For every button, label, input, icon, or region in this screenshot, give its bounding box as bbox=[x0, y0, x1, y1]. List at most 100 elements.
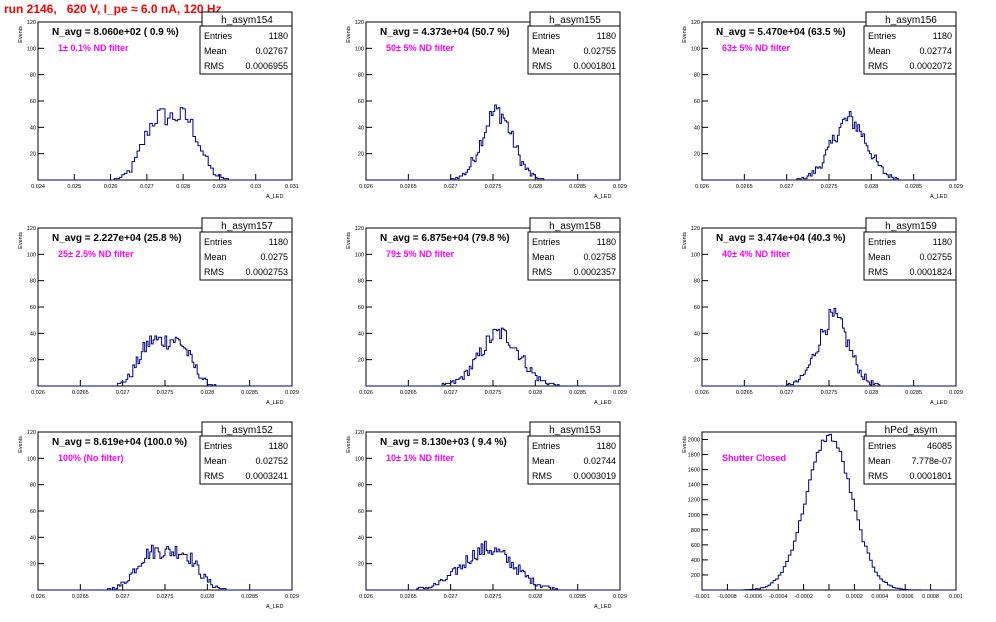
y-tick-label: 20 bbox=[358, 562, 364, 568]
n-avg-header: N_avg = 2.227e+04 (25.8 %) bbox=[52, 233, 182, 244]
filter-label: 63± 5% ND filter bbox=[722, 43, 790, 53]
histogram-bins bbox=[702, 433, 956, 591]
stats-value-rms: 0.0001801 bbox=[573, 61, 616, 71]
filter-label: 1± 0.1% ND filter bbox=[58, 43, 129, 53]
x-axis-title: A_LED bbox=[594, 194, 611, 200]
y-axis-title: Events bbox=[346, 26, 352, 43]
x-tick-label: 0.029 bbox=[613, 594, 627, 600]
stats-value-mean: 0.02744 bbox=[583, 456, 616, 466]
stats-label-rms: RMS bbox=[532, 61, 552, 71]
x-tick-label: 0.028 bbox=[200, 390, 214, 396]
stats-title: h_asym157 bbox=[221, 221, 273, 232]
stats-label-rms: RMS bbox=[532, 471, 552, 481]
y-tick-label: 100 bbox=[27, 46, 36, 52]
y-tick-label: 100 bbox=[691, 252, 700, 258]
stats-label-entries: Entries bbox=[204, 441, 233, 451]
x-tick-label: 0.028 bbox=[176, 184, 190, 190]
stats-box bbox=[199, 25, 293, 75]
histogram-bins bbox=[38, 544, 292, 591]
y-tick-label: 400 bbox=[691, 558, 700, 564]
stats-title: h_asym154 bbox=[221, 15, 273, 26]
x-tick-label: -0.0006 bbox=[743, 594, 762, 600]
x-tick-label: 0.027 bbox=[444, 594, 458, 600]
x-axis-title: A_LED bbox=[930, 194, 947, 200]
x-tick-label: 0.031 bbox=[285, 184, 299, 190]
x-tick-label: 0.029 bbox=[949, 390, 963, 396]
y-tick-label: 20 bbox=[30, 152, 36, 158]
stats-value-rms: 0.0003241 bbox=[245, 471, 288, 481]
stats-label-mean: Mean bbox=[204, 252, 227, 262]
y-tick-label: 120 bbox=[27, 20, 36, 26]
x-tick-label: 0.026 bbox=[359, 184, 373, 190]
y-tick-label: 100 bbox=[27, 456, 36, 462]
y-tick-label: 600 bbox=[691, 543, 700, 549]
stats-value-mean: 0.02752 bbox=[255, 456, 288, 466]
stats-value-entries: 1180 bbox=[269, 237, 288, 247]
y-tick-label: 200 bbox=[691, 573, 700, 579]
x-tick-label: 0.0285 bbox=[569, 390, 586, 396]
y-axis-title: Events bbox=[682, 26, 688, 43]
x-tick-label: 0.0006 bbox=[897, 594, 914, 600]
stats-label-rms: RMS bbox=[868, 61, 888, 71]
y-tick-label: 20 bbox=[694, 358, 700, 364]
filter-label: 50± 5% ND filter bbox=[386, 43, 454, 53]
x-tick-label: 0.0002 bbox=[846, 594, 863, 600]
stats-label-mean: Mean bbox=[532, 46, 555, 56]
stats-value-mean: 0.02755 bbox=[919, 252, 952, 262]
x-tick-label: 0.026 bbox=[31, 594, 45, 600]
y-axis-title: Events bbox=[346, 232, 352, 249]
x-tick-label: 0.0285 bbox=[569, 184, 586, 190]
stats-label-entries: Entries bbox=[532, 31, 561, 41]
histogram-bins bbox=[38, 335, 292, 387]
stats-box bbox=[199, 435, 293, 485]
stats-value-entries: 46085 bbox=[927, 441, 952, 451]
stats-value-rms: 0.0003019 bbox=[573, 471, 616, 481]
stats-value-mean: 0.0275 bbox=[260, 252, 288, 262]
stats-box bbox=[527, 231, 621, 281]
x-tick-label: 0.027 bbox=[780, 184, 794, 190]
stats-title: h_asym158 bbox=[549, 221, 601, 232]
x-tick-label: 0.0265 bbox=[736, 184, 753, 190]
y-tick-label: 60 bbox=[694, 99, 700, 105]
x-tick-label: 0.028 bbox=[200, 594, 214, 600]
y-tick-label: 100 bbox=[355, 456, 364, 462]
filter-label: 25± 2.5% ND filter bbox=[58, 249, 134, 259]
y-tick-label: 60 bbox=[30, 305, 36, 311]
stats-title: h_asym159 bbox=[885, 221, 937, 232]
stats-value-rms: 0.0002357 bbox=[573, 267, 616, 277]
stats-label-entries: Entries bbox=[868, 237, 897, 247]
y-tick-label: 60 bbox=[358, 99, 364, 105]
y-tick-label: 80 bbox=[30, 483, 36, 489]
stats-value-entries: 1180 bbox=[269, 441, 288, 451]
y-tick-label: 1600 bbox=[688, 468, 700, 474]
x-tick-label: 0.0275 bbox=[821, 390, 838, 396]
x-axis-title: A_LED bbox=[594, 604, 611, 610]
x-tick-label: -0.0008 bbox=[718, 594, 737, 600]
x-tick-label: 0.0265 bbox=[400, 184, 417, 190]
y-tick-label: 80 bbox=[358, 279, 364, 285]
x-tick-label: 0.0285 bbox=[905, 390, 922, 396]
histogram-bins bbox=[702, 111, 956, 181]
x-tick-label: 0.028 bbox=[864, 184, 878, 190]
filter-label: 40± 4% ND filter bbox=[722, 249, 790, 259]
x-tick-label: 0.029 bbox=[285, 390, 299, 396]
stats-title: h_asym155 bbox=[549, 15, 601, 26]
x-tick-label: 0.026 bbox=[31, 390, 45, 396]
y-tick-label: 20 bbox=[358, 152, 364, 158]
stats-label-mean: Mean bbox=[532, 252, 555, 262]
stats-box bbox=[199, 231, 293, 281]
y-tick-label: 120 bbox=[27, 430, 36, 436]
x-axis-title: A_LED bbox=[594, 400, 611, 406]
y-tick-label: 1400 bbox=[688, 483, 700, 489]
filter-label: 10± 1% ND filter bbox=[386, 453, 454, 463]
x-tick-label: 0.026 bbox=[104, 184, 118, 190]
filter-label: 100% (No filter) bbox=[58, 453, 124, 463]
x-tick-label: 0.0265 bbox=[400, 390, 417, 396]
x-tick-label: 0 bbox=[827, 594, 830, 600]
y-tick-label: 80 bbox=[358, 483, 364, 489]
stats-value-rms: 0.0002072 bbox=[909, 61, 952, 71]
filter-label: Shutter Closed bbox=[722, 453, 786, 463]
x-tick-label: 0.0265 bbox=[736, 390, 753, 396]
